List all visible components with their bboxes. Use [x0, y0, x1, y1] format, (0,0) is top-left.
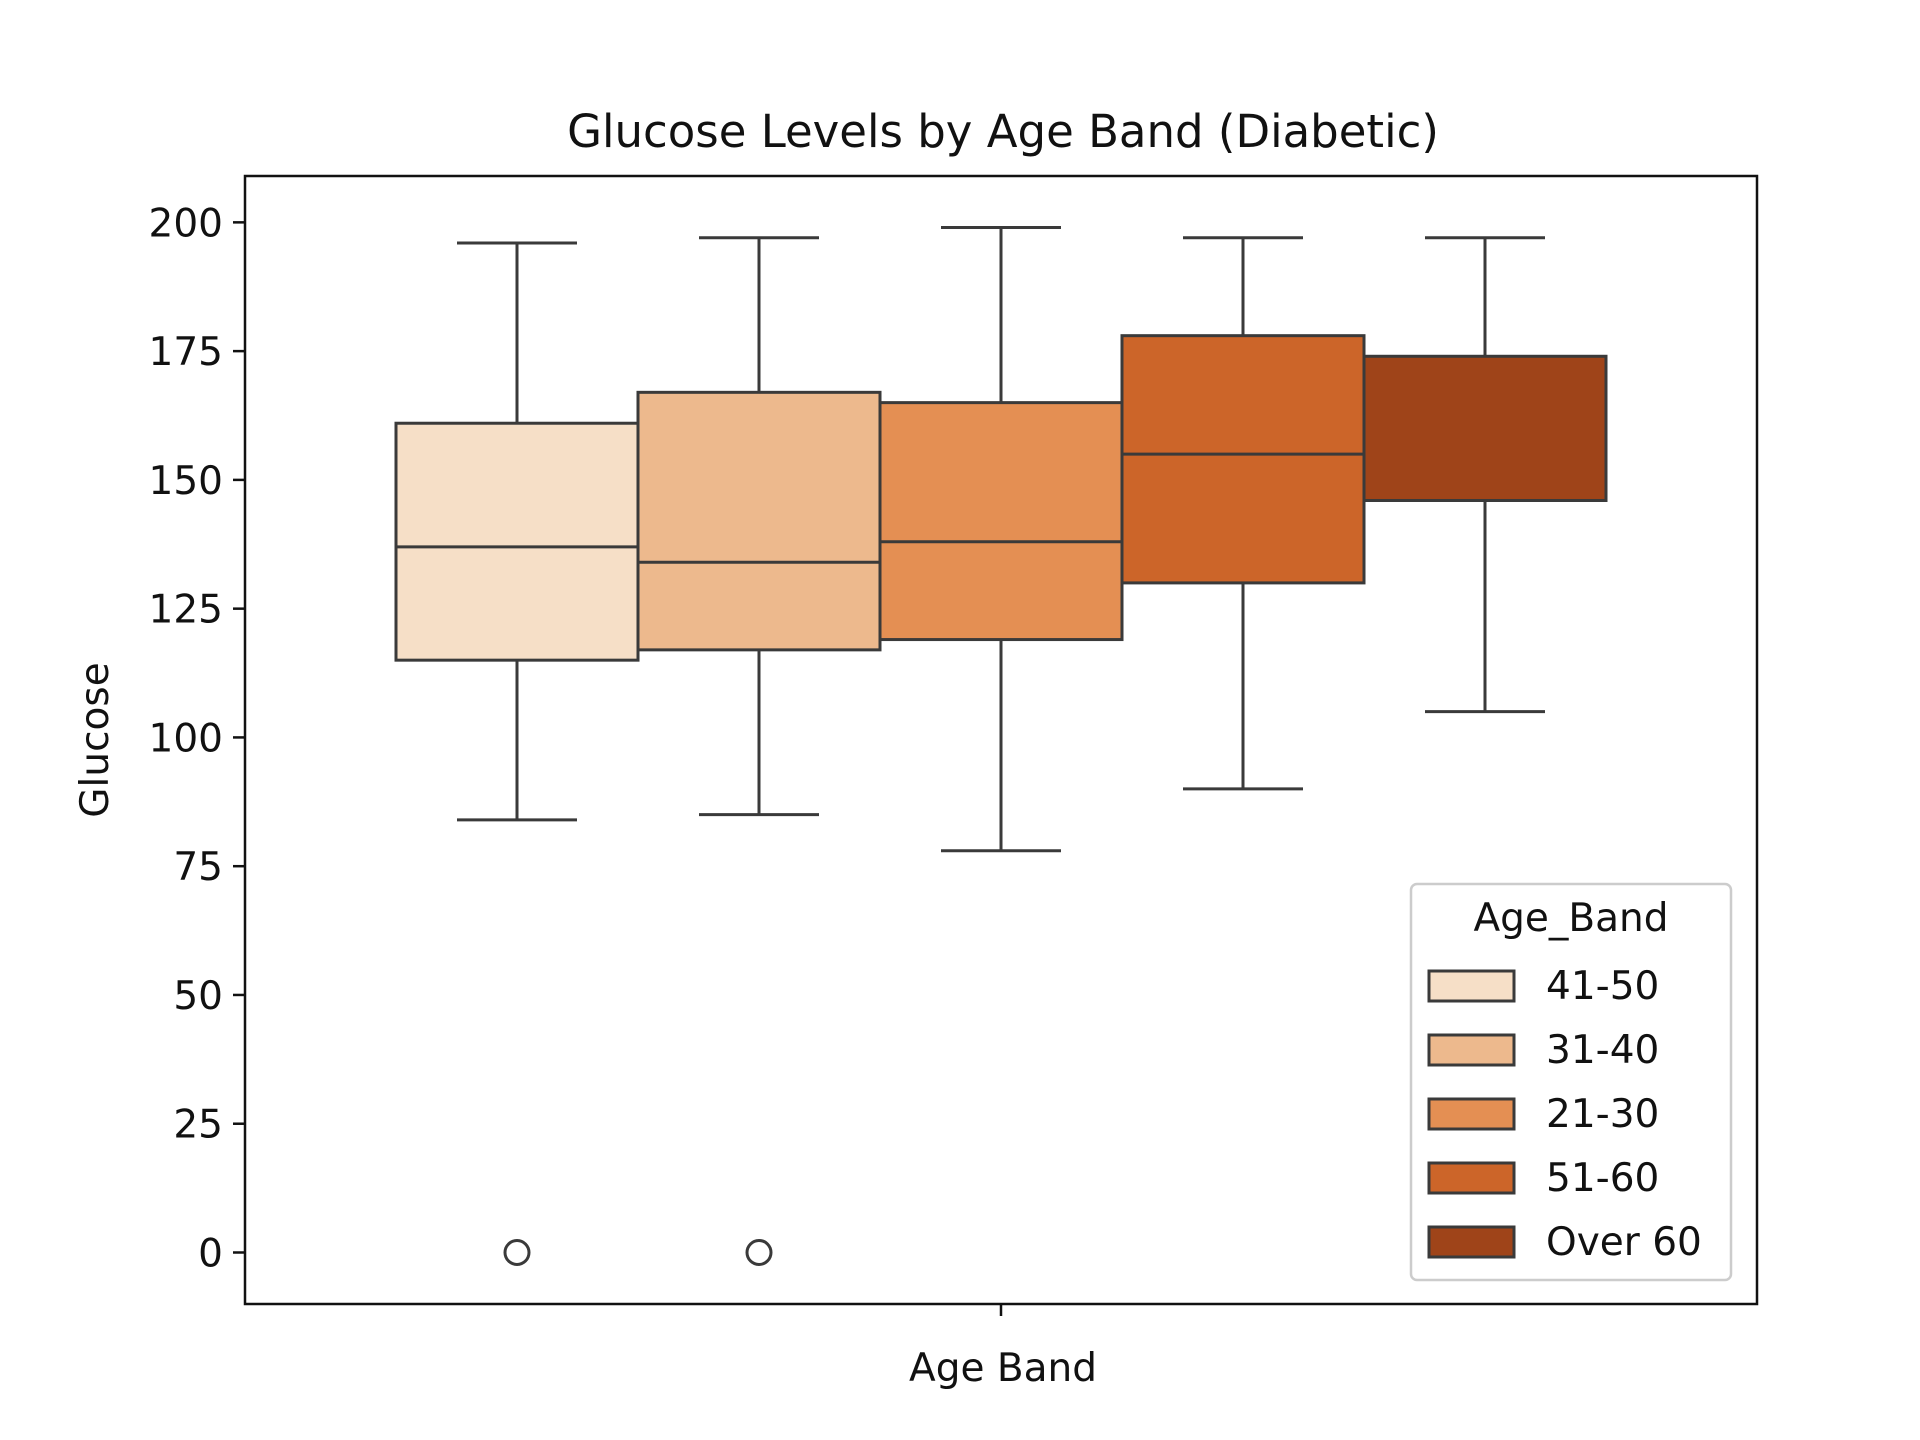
- y-tick-label: 100: [149, 716, 223, 761]
- legend-swatch: [1427, 1225, 1516, 1259]
- chart-title: Glucose Levels by Age Band (Diabetic): [567, 105, 1439, 158]
- box-iqr: [394, 421, 640, 662]
- axes: 0 25 50 75 100 125 150 175 200: [149, 174, 1759, 1316]
- box-group: [636, 236, 882, 1266]
- legend-label: 31-40: [1546, 1028, 1659, 1073]
- legend-swatch: [1427, 1161, 1516, 1195]
- y-tick-label: 75: [173, 845, 223, 890]
- y-tick-label: 125: [149, 588, 223, 633]
- y-tick-label: 200: [149, 201, 223, 246]
- legend-swatch: [1427, 1033, 1516, 1067]
- legend-label: Over 60: [1546, 1220, 1702, 1265]
- y-tick-label: 0: [198, 1231, 223, 1276]
- y-tick-label: 175: [149, 330, 223, 375]
- outlier-point: [503, 1238, 531, 1266]
- legend: Age_Band 41-50 31-40 21-30 51-60 Over 60: [1409, 882, 1733, 1282]
- box-iqr: [878, 401, 1124, 642]
- y-axis-label: Glucose: [73, 662, 118, 817]
- y-tick-label: 50: [173, 974, 223, 1019]
- y-tick-label: 150: [149, 459, 223, 504]
- box-iqr: [1362, 354, 1608, 502]
- box-iqr: [1120, 334, 1366, 585]
- legend-swatch: [1427, 1097, 1516, 1131]
- legend-swatch: [1427, 969, 1516, 1003]
- box-group: [1120, 236, 1366, 791]
- box-group: [394, 241, 640, 1266]
- legend-title: Age_Band: [1473, 896, 1668, 941]
- box-iqr: [636, 390, 882, 652]
- legend-label: 51-60: [1546, 1156, 1659, 1201]
- x-axis-label: Age Band: [909, 1346, 1097, 1391]
- box-group: [1362, 236, 1608, 714]
- plot-area: [394, 226, 1608, 1266]
- y-tick-label: 25: [173, 1103, 223, 1148]
- legend-label: 41-50: [1546, 964, 1659, 1009]
- outlier-point: [745, 1238, 773, 1266]
- legend-label: 21-30: [1546, 1092, 1659, 1137]
- box-group: [878, 226, 1124, 853]
